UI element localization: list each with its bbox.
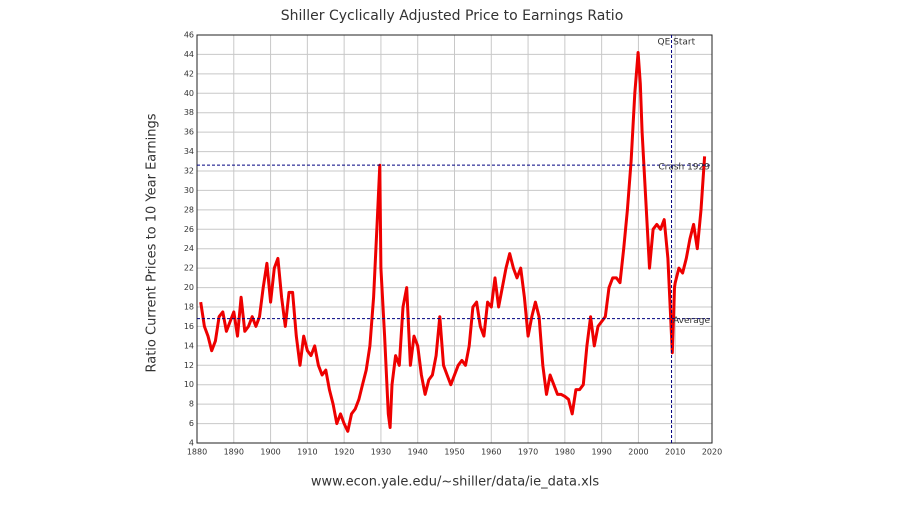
y-tick-label: 32 xyxy=(184,167,194,176)
x-tick-label: 1980 xyxy=(555,448,575,457)
x-tick-label: 1960 xyxy=(481,448,501,457)
y-tick-label: 4 xyxy=(189,439,194,448)
x-tick-label: 1970 xyxy=(518,448,538,457)
y-tick-label: 14 xyxy=(184,341,194,350)
x-tick-label: 1900 xyxy=(260,448,280,457)
reference-label: Crash 1929 xyxy=(658,163,710,173)
y-axis-label: Ratio Current Prices to 10 Year Earnings xyxy=(145,113,160,372)
y-tick-label: 28 xyxy=(184,205,194,214)
y-tick-label: 6 xyxy=(189,419,194,428)
y-tick-label: 8 xyxy=(189,400,194,409)
y-tick-label: 40 xyxy=(184,89,194,98)
x-axis-label: www.econ.yale.edu/~shiller/data/ie_data.… xyxy=(311,475,600,490)
y-tick-label: 16 xyxy=(184,322,194,331)
reference-label: QE Start xyxy=(658,38,696,48)
x-tick-label: 2020 xyxy=(702,448,722,457)
y-tick-label: 44 xyxy=(184,50,194,59)
y-tick-label: 24 xyxy=(184,244,194,253)
y-tick-label: 22 xyxy=(184,264,194,273)
x-tick-label: 1940 xyxy=(408,448,428,457)
y-tick-label: 34 xyxy=(184,147,194,156)
y-tick-label: 10 xyxy=(184,380,194,389)
y-tick-label: 26 xyxy=(184,225,194,234)
y-tick-label: 42 xyxy=(184,69,194,78)
data-line xyxy=(199,51,707,433)
y-tick-label: 12 xyxy=(184,361,194,370)
x-tick-label: 1930 xyxy=(371,448,391,457)
x-tick-label: 1880 xyxy=(187,448,207,457)
x-tick-label: 1990 xyxy=(591,448,611,457)
x-tick-label: 1910 xyxy=(297,448,317,457)
y-tick-label: 46 xyxy=(184,31,194,40)
x-tick-label: 2010 xyxy=(665,448,685,457)
y-tick-label: 20 xyxy=(184,283,194,292)
reference-label: Average xyxy=(673,316,710,326)
y-tick-label: 18 xyxy=(184,303,194,312)
y-tick-label: 38 xyxy=(184,108,194,117)
plot-frame xyxy=(196,34,713,444)
y-tick-label: 30 xyxy=(184,186,194,195)
x-tick-label: 1950 xyxy=(444,448,464,457)
y-tick-label: 36 xyxy=(184,128,194,137)
x-tick-label: 2000 xyxy=(628,448,648,457)
x-tick-label: 1920 xyxy=(334,448,354,457)
chart-title: Shiller Cyclically Adjusted Price to Ear… xyxy=(281,8,624,24)
x-tick-label: 1890 xyxy=(224,448,244,457)
